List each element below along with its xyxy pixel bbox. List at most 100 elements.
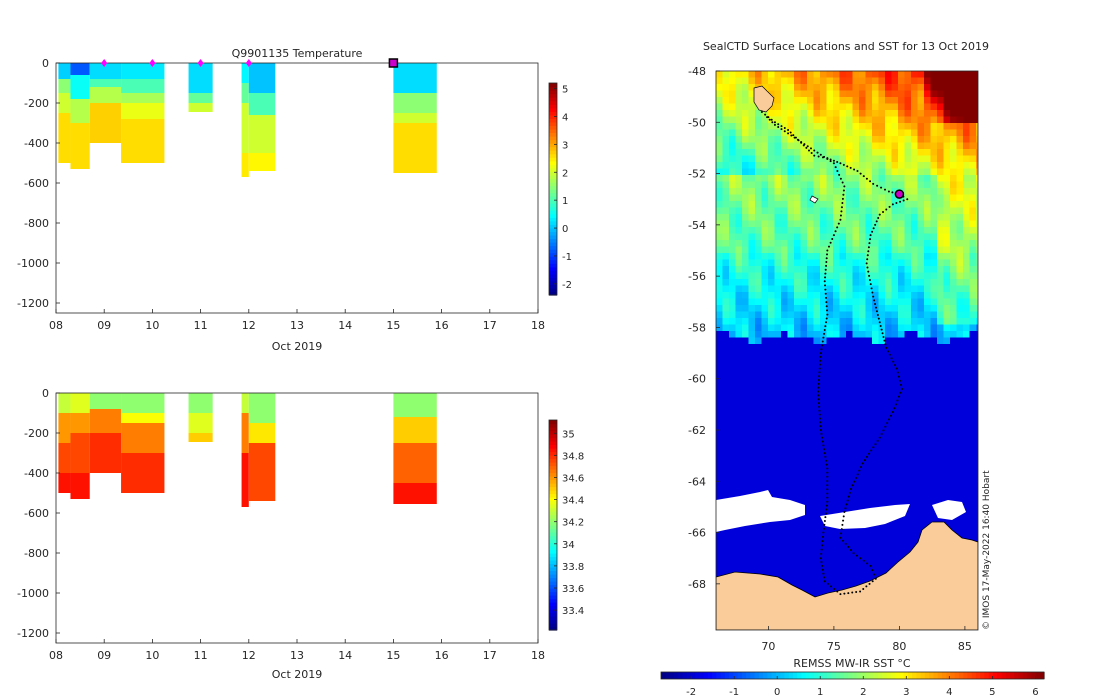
colorbar-tick-label: 5 <box>562 85 568 96</box>
colorbar-segment <box>549 598 557 603</box>
sst-cell <box>885 71 892 78</box>
sst-cell <box>898 279 905 286</box>
track-point <box>888 353 891 356</box>
sst-cell <box>813 474 821 481</box>
sst-cell <box>885 389 892 397</box>
sst-cell <box>872 422 879 429</box>
sst-cell <box>904 181 912 189</box>
sst-cell <box>826 136 834 143</box>
sst-cell <box>813 402 821 410</box>
sst-cell <box>904 435 912 442</box>
sst-cell <box>729 480 736 488</box>
sst-cell <box>917 116 925 124</box>
sst-cell <box>839 493 847 501</box>
sst-cell <box>839 259 847 267</box>
sst-cell <box>911 337 918 345</box>
sst-cell <box>859 448 866 455</box>
sst-cell <box>872 370 879 377</box>
sst-cell <box>813 116 821 124</box>
sst-cell <box>872 448 879 455</box>
sst-cell <box>813 298 821 306</box>
sst-cell <box>911 532 918 540</box>
sst-cell <box>807 428 814 436</box>
x-tick-label: 12 <box>242 649 256 662</box>
sst-cell <box>807 331 814 338</box>
sst-cell <box>794 454 801 462</box>
colorbar-segment <box>549 528 557 533</box>
sst-cell <box>839 298 847 306</box>
sst-cell <box>735 305 743 312</box>
sst-cell <box>716 149 723 156</box>
sst-cell <box>826 227 834 234</box>
sst-cell <box>735 285 743 293</box>
colorbar-segment <box>549 469 557 474</box>
sst-cell <box>898 474 905 481</box>
sst-cell <box>956 357 964 364</box>
sst-cell <box>787 253 795 260</box>
sst-cell <box>742 77 749 85</box>
sst-cell <box>872 532 879 540</box>
sst-cell <box>735 422 743 429</box>
sst-cell <box>839 136 847 143</box>
sst-cell <box>930 77 938 85</box>
colorbar-segment <box>549 532 557 537</box>
sst-cell <box>846 305 853 312</box>
colorbar-segment <box>549 507 557 512</box>
sst-cell <box>969 519 977 527</box>
sst-cell <box>969 181 977 189</box>
sst-cell <box>943 162 951 169</box>
sst-cell <box>904 168 912 176</box>
sst-cell <box>878 220 886 228</box>
temperature-x-ticks: 08 09 10 11 12 13 14 15 16 17 18 <box>49 309 545 332</box>
sst-cell <box>969 513 977 520</box>
sst-cell <box>807 136 814 143</box>
sst-cell <box>742 565 749 572</box>
sst-cell <box>716 435 723 442</box>
sst-cell <box>937 344 944 351</box>
sst-cell <box>859 285 866 293</box>
sst-cell <box>716 188 723 195</box>
sst-cell <box>735 428 743 436</box>
sst-cell <box>813 136 821 143</box>
sst-cell <box>839 305 847 312</box>
track-point <box>805 146 808 149</box>
sst-cell <box>865 279 873 286</box>
sst-cell <box>800 493 808 501</box>
sst-cell <box>950 298 957 306</box>
sst-cell <box>917 240 925 247</box>
track-point <box>826 484 829 487</box>
sst-cell <box>820 545 827 553</box>
sst-cell <box>878 363 886 371</box>
sst-cell <box>768 337 775 345</box>
track-point <box>824 276 827 279</box>
track-point <box>869 283 872 286</box>
sst-cell <box>930 181 938 189</box>
colorbar-segment <box>549 266 557 271</box>
sst-cell <box>755 350 762 358</box>
sst-cell <box>807 201 814 208</box>
track-point <box>836 590 839 593</box>
sst-cell <box>885 396 892 403</box>
sst-cell <box>794 435 801 442</box>
track-point <box>836 170 839 173</box>
track-point <box>842 163 845 166</box>
sst-cell <box>820 500 827 507</box>
sst-cell <box>904 155 912 163</box>
track-point <box>826 471 829 474</box>
sst-cell <box>813 591 821 598</box>
sst-cell <box>755 253 762 260</box>
sst-cell <box>761 77 769 85</box>
sst-cell <box>859 84 866 91</box>
colorbar-segment <box>1022 672 1028 679</box>
sst-cell <box>820 246 827 254</box>
sst-cell <box>787 493 795 501</box>
sst-cell <box>917 194 925 202</box>
track-point <box>826 309 829 312</box>
colorbar-tick-label: -2 <box>686 687 696 698</box>
sst-cell <box>774 292 782 299</box>
sst-cell <box>807 123 814 130</box>
sst-cell <box>846 246 853 254</box>
latitude-tick-label: -60 <box>688 373 706 386</box>
track-point <box>875 306 878 309</box>
sst-cell <box>950 97 957 104</box>
